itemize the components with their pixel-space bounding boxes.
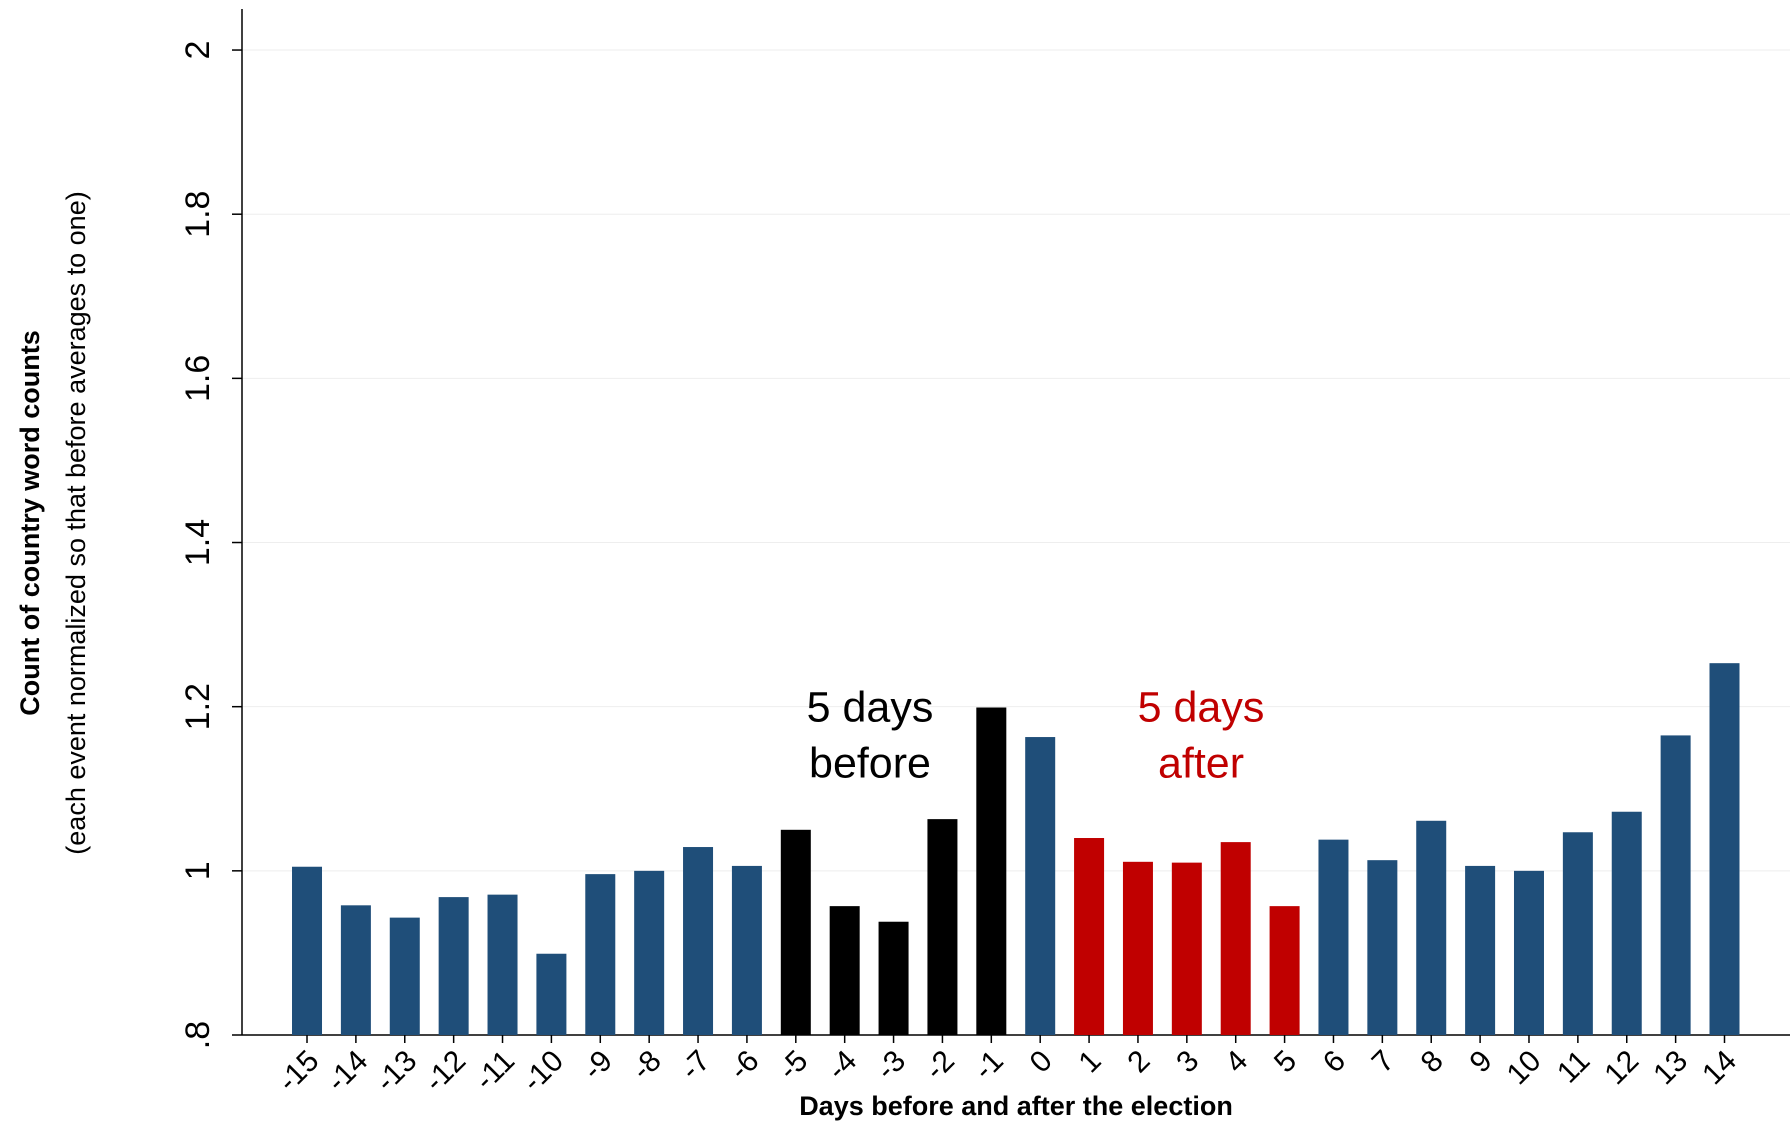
bar <box>1562 832 1593 1035</box>
x-tick-label: -15 <box>272 1044 326 1098</box>
bar <box>389 917 420 1035</box>
bar <box>585 874 616 1035</box>
bar <box>1074 838 1105 1035</box>
x-tick-label: -3 <box>870 1044 912 1086</box>
x-tick-label: 2 <box>1121 1044 1156 1079</box>
x-tick-label: -14 <box>320 1044 374 1098</box>
bar <box>1220 842 1251 1035</box>
x-tick-label: 9 <box>1464 1044 1499 1079</box>
y-axis-title: Count of country word counts <box>15 330 45 715</box>
x-tick-label: 14 <box>1696 1044 1743 1091</box>
bar <box>536 953 567 1035</box>
y-tick-label: .8 <box>179 1021 217 1049</box>
annotation: after <box>1158 739 1244 787</box>
bar <box>1513 870 1544 1035</box>
x-tick-label: -2 <box>919 1044 961 1086</box>
x-tick-label: -9 <box>577 1044 619 1086</box>
bar <box>927 819 958 1035</box>
bar <box>829 906 860 1035</box>
bar <box>340 905 371 1035</box>
x-tick-label: 6 <box>1317 1044 1352 1079</box>
y-tick-label: 1.2 <box>179 683 217 730</box>
x-tick-label: -11 <box>469 1044 521 1096</box>
y-tick-label: 1.8 <box>179 191 217 238</box>
x-tick-label: 5 <box>1268 1044 1303 1079</box>
x-tick-label: 10 <box>1501 1044 1548 1091</box>
bar <box>683 847 714 1035</box>
x-tick-label: -1 <box>968 1044 1010 1086</box>
x-tick-label: 0 <box>1024 1044 1059 1079</box>
y-tick-label: 2 <box>179 41 217 60</box>
bar <box>780 829 811 1035</box>
bar <box>634 870 665 1035</box>
bar <box>1171 862 1202 1035</box>
x-tick-label: 7 <box>1366 1044 1401 1079</box>
x-tick-label: -12 <box>418 1044 472 1098</box>
x-tick-label: 1 <box>1072 1044 1107 1079</box>
x-tick-label: -6 <box>723 1044 765 1086</box>
annotation: 5 days <box>807 683 934 731</box>
bar <box>1122 861 1153 1035</box>
annotation: before <box>809 739 931 787</box>
annotation: 5 days <box>1138 683 1265 731</box>
y-tick-label: 1.6 <box>179 355 217 402</box>
bar <box>292 866 323 1035</box>
bar <box>1611 811 1642 1035</box>
bar <box>1709 663 1740 1035</box>
bar <box>1416 820 1447 1035</box>
bar <box>487 894 518 1035</box>
x-tick-label: 4 <box>1219 1044 1254 1079</box>
bar <box>438 897 469 1035</box>
bar <box>976 707 1007 1035</box>
bar <box>1025 737 1056 1035</box>
bar <box>1465 865 1496 1035</box>
y-tick-label: 1.4 <box>179 519 217 566</box>
x-tick-label: 8 <box>1415 1044 1450 1079</box>
x-tick-label: 13 <box>1647 1044 1694 1091</box>
x-tick-label: -4 <box>821 1044 863 1086</box>
x-tick-label: -7 <box>674 1044 716 1086</box>
bar <box>878 921 909 1035</box>
x-tick-label: -10 <box>516 1044 570 1098</box>
x-axis-title: Days before and after the election <box>799 1091 1233 1121</box>
bar <box>1367 860 1398 1035</box>
bar <box>1660 735 1691 1035</box>
x-tick-label: -5 <box>772 1044 814 1086</box>
y-axis-subtitle: (each event normalized so that before av… <box>61 191 91 854</box>
bar <box>1269 906 1300 1035</box>
x-tick-label: -8 <box>626 1044 668 1086</box>
x-tick-label: 11 <box>1551 1044 1596 1089</box>
bar <box>731 865 762 1035</box>
x-tick-label: 12 <box>1598 1044 1645 1091</box>
x-tick-label: 3 <box>1170 1044 1205 1079</box>
y-tick-label: 1 <box>179 861 217 880</box>
bar <box>1318 839 1349 1035</box>
x-tick-label: -13 <box>369 1044 423 1098</box>
